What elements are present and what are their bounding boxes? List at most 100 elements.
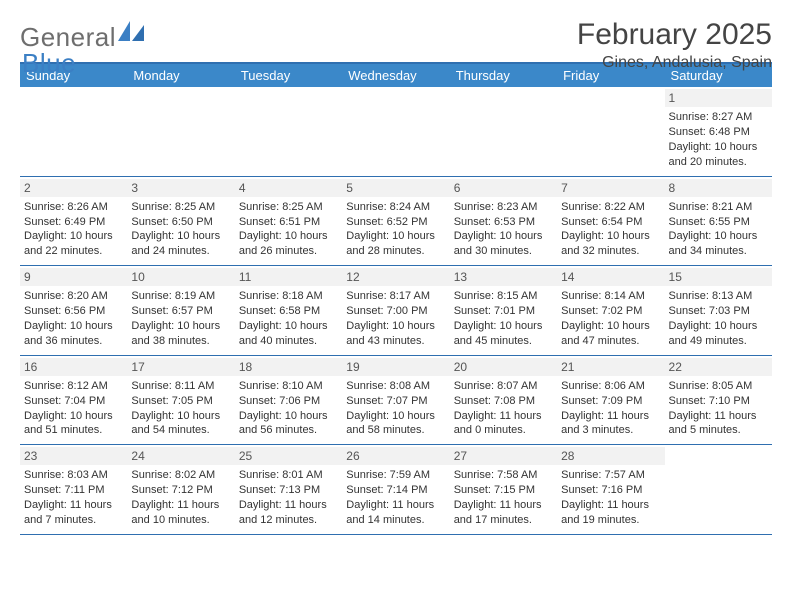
day1-text: Daylight: 10 hours <box>24 409 123 424</box>
calendar-day: 4Sunrise: 8:25 AMSunset: 6:51 PMDaylight… <box>235 177 342 266</box>
day-number: 23 <box>20 447 127 465</box>
dow-thursday: Thursday <box>450 64 557 87</box>
calendar-day: 25Sunrise: 8:01 AMSunset: 7:13 PMDayligh… <box>235 445 342 534</box>
sunrise-text: Sunrise: 8:23 AM <box>454 200 553 215</box>
sunrise-text: Sunrise: 8:06 AM <box>561 379 660 394</box>
sunrise-text: Sunrise: 8:21 AM <box>669 200 768 215</box>
day-number: 12 <box>342 268 449 286</box>
sunset-text: Sunset: 6:49 PM <box>24 215 123 230</box>
dow-monday: Monday <box>127 64 234 87</box>
sunrise-text: Sunrise: 8:19 AM <box>131 289 230 304</box>
sunset-text: Sunset: 7:05 PM <box>131 394 230 409</box>
day2-text: and 47 minutes. <box>561 334 660 349</box>
calendar-day <box>127 87 234 176</box>
day1-text: Daylight: 11 hours <box>24 498 123 513</box>
month-title: February 2025 <box>577 18 772 52</box>
day1-text: Daylight: 10 hours <box>669 319 768 334</box>
day-number: 25 <box>235 447 342 465</box>
calendar-week: 23Sunrise: 8:03 AMSunset: 7:11 PMDayligh… <box>20 445 772 535</box>
sunset-text: Sunset: 7:01 PM <box>454 304 553 319</box>
day2-text: and 19 minutes. <box>561 513 660 528</box>
calendar-day: 21Sunrise: 8:06 AMSunset: 7:09 PMDayligh… <box>557 356 664 445</box>
day2-text: and 34 minutes. <box>669 244 768 259</box>
day1-text: Daylight: 11 hours <box>454 498 553 513</box>
calendar-week: 1Sunrise: 8:27 AMSunset: 6:48 PMDaylight… <box>20 87 772 177</box>
calendar-day: 12 Sunrise: 8:17 AMSunset: 7:00 PMDayligh… <box>342 266 449 355</box>
sunset-text: Sunset: 6:52 PM <box>346 215 445 230</box>
sunrise-text: Sunrise: 8:02 AM <box>131 468 230 483</box>
sunrise-text: Sunrise: 8:17 AM <box>346 289 445 304</box>
day-number: 1 <box>665 89 772 107</box>
day1-text: Daylight: 10 hours <box>669 229 768 244</box>
day-number: 20 <box>450 358 557 376</box>
logo-word-2: Blue <box>22 48 76 78</box>
day2-text: and 45 minutes. <box>454 334 553 349</box>
day1-text: Daylight: 10 hours <box>131 319 230 334</box>
day1-text: Daylight: 10 hours <box>239 319 338 334</box>
day-number: 27 <box>450 447 557 465</box>
day-number: 6 <box>450 179 557 197</box>
sunset-text: Sunset: 6:54 PM <box>561 215 660 230</box>
logo-word-2-wrap: Blue <box>22 48 76 79</box>
day1-text: Daylight: 10 hours <box>24 319 123 334</box>
day-number: 22 <box>665 358 772 376</box>
sunrise-text: Sunrise: 8:03 AM <box>24 468 123 483</box>
sunset-text: Sunset: 6:51 PM <box>239 215 338 230</box>
sunrise-text: Sunrise: 8:15 AM <box>454 289 553 304</box>
calendar-week: 16Sunrise: 8:12 AMSunset: 7:04 PMDayligh… <box>20 356 772 446</box>
sunset-text: Sunset: 7:15 PM <box>454 483 553 498</box>
dow-friday: Friday <box>557 64 664 87</box>
day-number: 17 <box>127 358 234 376</box>
day2-text: and 7 minutes. <box>24 513 123 528</box>
calendar-page: General February 2025 Gines, Andalusia, … <box>0 0 792 612</box>
day-number: 18 <box>235 358 342 376</box>
calendar-day: 3Sunrise: 8:25 AMSunset: 6:50 PMDaylight… <box>127 177 234 266</box>
calendar-day: 28Sunrise: 7:57 AMSunset: 7:16 PMDayligh… <box>557 445 664 534</box>
calendar-day: 18Sunrise: 8:10 AMSunset: 7:06 PMDayligh… <box>235 356 342 445</box>
sunset-text: Sunset: 6:56 PM <box>24 304 123 319</box>
day2-text: and 12 minutes. <box>239 513 338 528</box>
day-number: 5 <box>342 179 449 197</box>
calendar-day: 7Sunrise: 8:22 AMSunset: 6:54 PMDaylight… <box>557 177 664 266</box>
sunset-text: Sunset: 7:00 PM <box>346 304 445 319</box>
day1-text: Daylight: 11 hours <box>561 498 660 513</box>
day1-text: Daylight: 10 hours <box>346 319 445 334</box>
day1-text: Daylight: 10 hours <box>131 229 230 244</box>
day-number: 16 <box>20 358 127 376</box>
sunrise-text: Sunrise: 8:12 AM <box>24 379 123 394</box>
sunset-text: Sunset: 7:14 PM <box>346 483 445 498</box>
day1-text: Daylight: 11 hours <box>239 498 338 513</box>
calendar-day: 5Sunrise: 8:24 AMSunset: 6:52 PMDaylight… <box>342 177 449 266</box>
calendar-day: 13Sunrise: 8:15 AMSunset: 7:01 PMDayligh… <box>450 266 557 355</box>
calendar-day: 19Sunrise: 8:08 AMSunset: 7:07 PMDayligh… <box>342 356 449 445</box>
sunrise-text: Sunrise: 8:14 AM <box>561 289 660 304</box>
day1-text: Daylight: 11 hours <box>131 498 230 513</box>
calendar-day <box>342 87 449 176</box>
sunset-text: Sunset: 6:50 PM <box>131 215 230 230</box>
day-number: 14 <box>557 268 664 286</box>
day1-text: Daylight: 10 hours <box>454 229 553 244</box>
sunrise-text: Sunrise: 8:08 AM <box>346 379 445 394</box>
day2-text: and 38 minutes. <box>131 334 230 349</box>
calendar-day: 17Sunrise: 8:11 AMSunset: 7:05 PMDayligh… <box>127 356 234 445</box>
day1-text: Daylight: 11 hours <box>561 409 660 424</box>
sunrise-text: Sunrise: 7:58 AM <box>454 468 553 483</box>
calendar-day: 8Sunrise: 8:21 AMSunset: 6:55 PMDaylight… <box>665 177 772 266</box>
calendar-day: 15Sunrise: 8:13 AMSunset: 7:03 PMDayligh… <box>665 266 772 355</box>
day-number: 21 <box>557 358 664 376</box>
sunset-text: Sunset: 6:53 PM <box>454 215 553 230</box>
day2-text: and 10 minutes. <box>131 513 230 528</box>
calendar-day: 20Sunrise: 8:07 AMSunset: 7:08 PMDayligh… <box>450 356 557 445</box>
calendar-day: 23Sunrise: 8:03 AMSunset: 7:11 PMDayligh… <box>20 445 127 534</box>
sunrise-text: Sunrise: 8:25 AM <box>239 200 338 215</box>
day2-text: and 49 minutes. <box>669 334 768 349</box>
day1-text: Daylight: 10 hours <box>346 409 445 424</box>
day2-text: and 20 minutes. <box>669 155 768 170</box>
day2-text: and 51 minutes. <box>24 423 123 438</box>
day1-text: Daylight: 11 hours <box>346 498 445 513</box>
calendar-day <box>20 87 127 176</box>
day2-text: and 36 minutes. <box>24 334 123 349</box>
day-number: 15 <box>665 268 772 286</box>
sunrise-text: Sunrise: 8:13 AM <box>669 289 768 304</box>
day2-text: and 56 minutes. <box>239 423 338 438</box>
